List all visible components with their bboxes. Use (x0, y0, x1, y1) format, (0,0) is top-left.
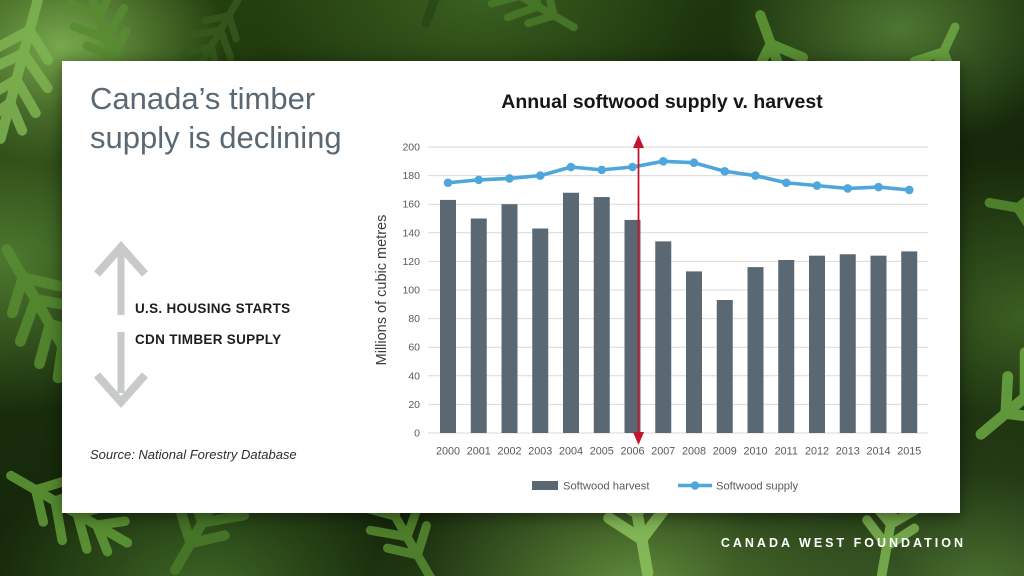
down-arrow-icon (94, 372, 148, 409)
harvest-bar-2007 (655, 241, 672, 433)
annotation-arrowhead-bottom (633, 432, 644, 445)
harvest-bar-2001 (470, 218, 487, 433)
y-tick-label: 80 (408, 313, 420, 325)
supply-point-2014 (874, 182, 883, 192)
harvest-bar-2000 (440, 199, 456, 433)
legend-label-supply: Softwood supply (716, 481, 798, 493)
x-tick-label-2011: 2011 (775, 446, 798, 458)
supply-point-2009 (720, 167, 730, 176)
harvest-bar-2005 (593, 197, 610, 433)
up-down-arrows (94, 241, 148, 409)
x-tick-label-2005: 2005 (590, 446, 614, 458)
legend-marker-supply (690, 481, 700, 490)
supply-point-2004 (566, 162, 576, 172)
harvest-bar-2011 (778, 259, 795, 433)
supply-point-2015 (904, 185, 914, 195)
x-tick-label-2006: 2006 (620, 446, 644, 458)
harvest-bar-2008 (686, 271, 702, 433)
y-tick-label: 180 (402, 170, 420, 182)
divergence-arrow (633, 135, 644, 445)
supply-point-2000 (443, 178, 453, 188)
x-tick-label-2014: 2014 (866, 446, 890, 458)
harvest-bar-2009 (716, 300, 733, 433)
y-tick-label: 160 (402, 199, 420, 211)
y-tick-label: 40 (408, 370, 420, 382)
harvest-bar-2002 (501, 204, 518, 433)
harvest-bar-2006 (624, 219, 641, 433)
x-tick-label-2013: 2013 (836, 446, 860, 458)
x-tick-label-2004: 2004 (559, 446, 583, 458)
harvest-bar-2014 (870, 255, 887, 433)
chart-legend: Softwood harvest Softwood supply (532, 481, 798, 493)
supply-line-path (447, 159, 910, 192)
x-tick-label-2002: 2002 (497, 446, 521, 458)
x-tick-label-2009: 2009 (713, 446, 737, 458)
supply-point-2007 (658, 157, 668, 166)
supply-point-2006 (628, 162, 637, 172)
harvest-bar-2010 (747, 267, 764, 433)
indicator-label-timber-supply: CDN TIMBER SUPPLY (135, 332, 282, 347)
supply-point-2012 (812, 181, 822, 190)
supply-point-2010 (751, 171, 760, 180)
supply-point-2005 (597, 165, 607, 175)
y-tick-label: 20 (408, 399, 420, 411)
y-tick-label: 120 (402, 256, 420, 268)
brand-footer: CANADA WEST FOUNDATION (720, 536, 966, 550)
up-arrow-icon (94, 241, 148, 277)
supply-line (443, 157, 914, 195)
x-tick-label-2012: 2012 (805, 446, 829, 458)
annotation-arrowhead-top (633, 135, 644, 148)
supply-harvest-chart: Annual softwood supply v. harvest Millio… (374, 91, 928, 493)
supply-point-2001 (474, 175, 484, 185)
supply-point-2008 (689, 158, 699, 168)
supply-point-2003 (535, 171, 545, 180)
x-tick-label-2000: 2000 (436, 446, 460, 458)
x-tick-label-2010: 2010 (743, 446, 767, 458)
y-tick-label: 60 (408, 342, 420, 354)
x-tick-label-2001: 2001 (467, 446, 491, 458)
content-card: Canada’s timber supply is declining U.S.… (62, 61, 960, 513)
harvest-bar-2004 (563, 192, 579, 433)
legend-label-harvest: Softwood harvest (563, 481, 650, 493)
y-tick-label: 0 (414, 428, 420, 440)
x-tick-label-2003: 2003 (528, 446, 552, 458)
x-tick-label-2007: 2007 (651, 446, 675, 458)
x-tick-label-2008: 2008 (682, 446, 706, 458)
y-tick-label: 140 (402, 227, 420, 239)
x-tick-label-2015: 2015 (897, 446, 921, 458)
y-tick-label: 100 (402, 285, 420, 297)
y-tick-label: 200 (402, 142, 420, 154)
chart-title: Annual softwood supply v. harvest (501, 91, 823, 113)
harvest-bar-2013 (839, 254, 856, 433)
harvest-bar-2015 (901, 251, 918, 433)
headline: Canada’s timber supply is declining (90, 81, 342, 156)
supply-point-2011 (781, 178, 791, 188)
harvest-bar-2012 (809, 255, 825, 433)
harvest-bars (440, 192, 918, 433)
x-axis-labels: 2000 2001 2002 2003 2004 2005 2006 2007 2008 2009… (436, 446, 921, 458)
y-axis-label: Millions of cubic metres (374, 215, 390, 366)
source-note: Source: National Forestry Database (90, 447, 297, 462)
legend-swatch-harvest (532, 481, 558, 490)
supply-point-2013 (843, 184, 853, 193)
harvest-bar-2003 (532, 228, 549, 433)
indicator-label-housing-starts: U.S. HOUSING STARTS (135, 301, 291, 316)
supply-point-2002 (505, 174, 514, 183)
